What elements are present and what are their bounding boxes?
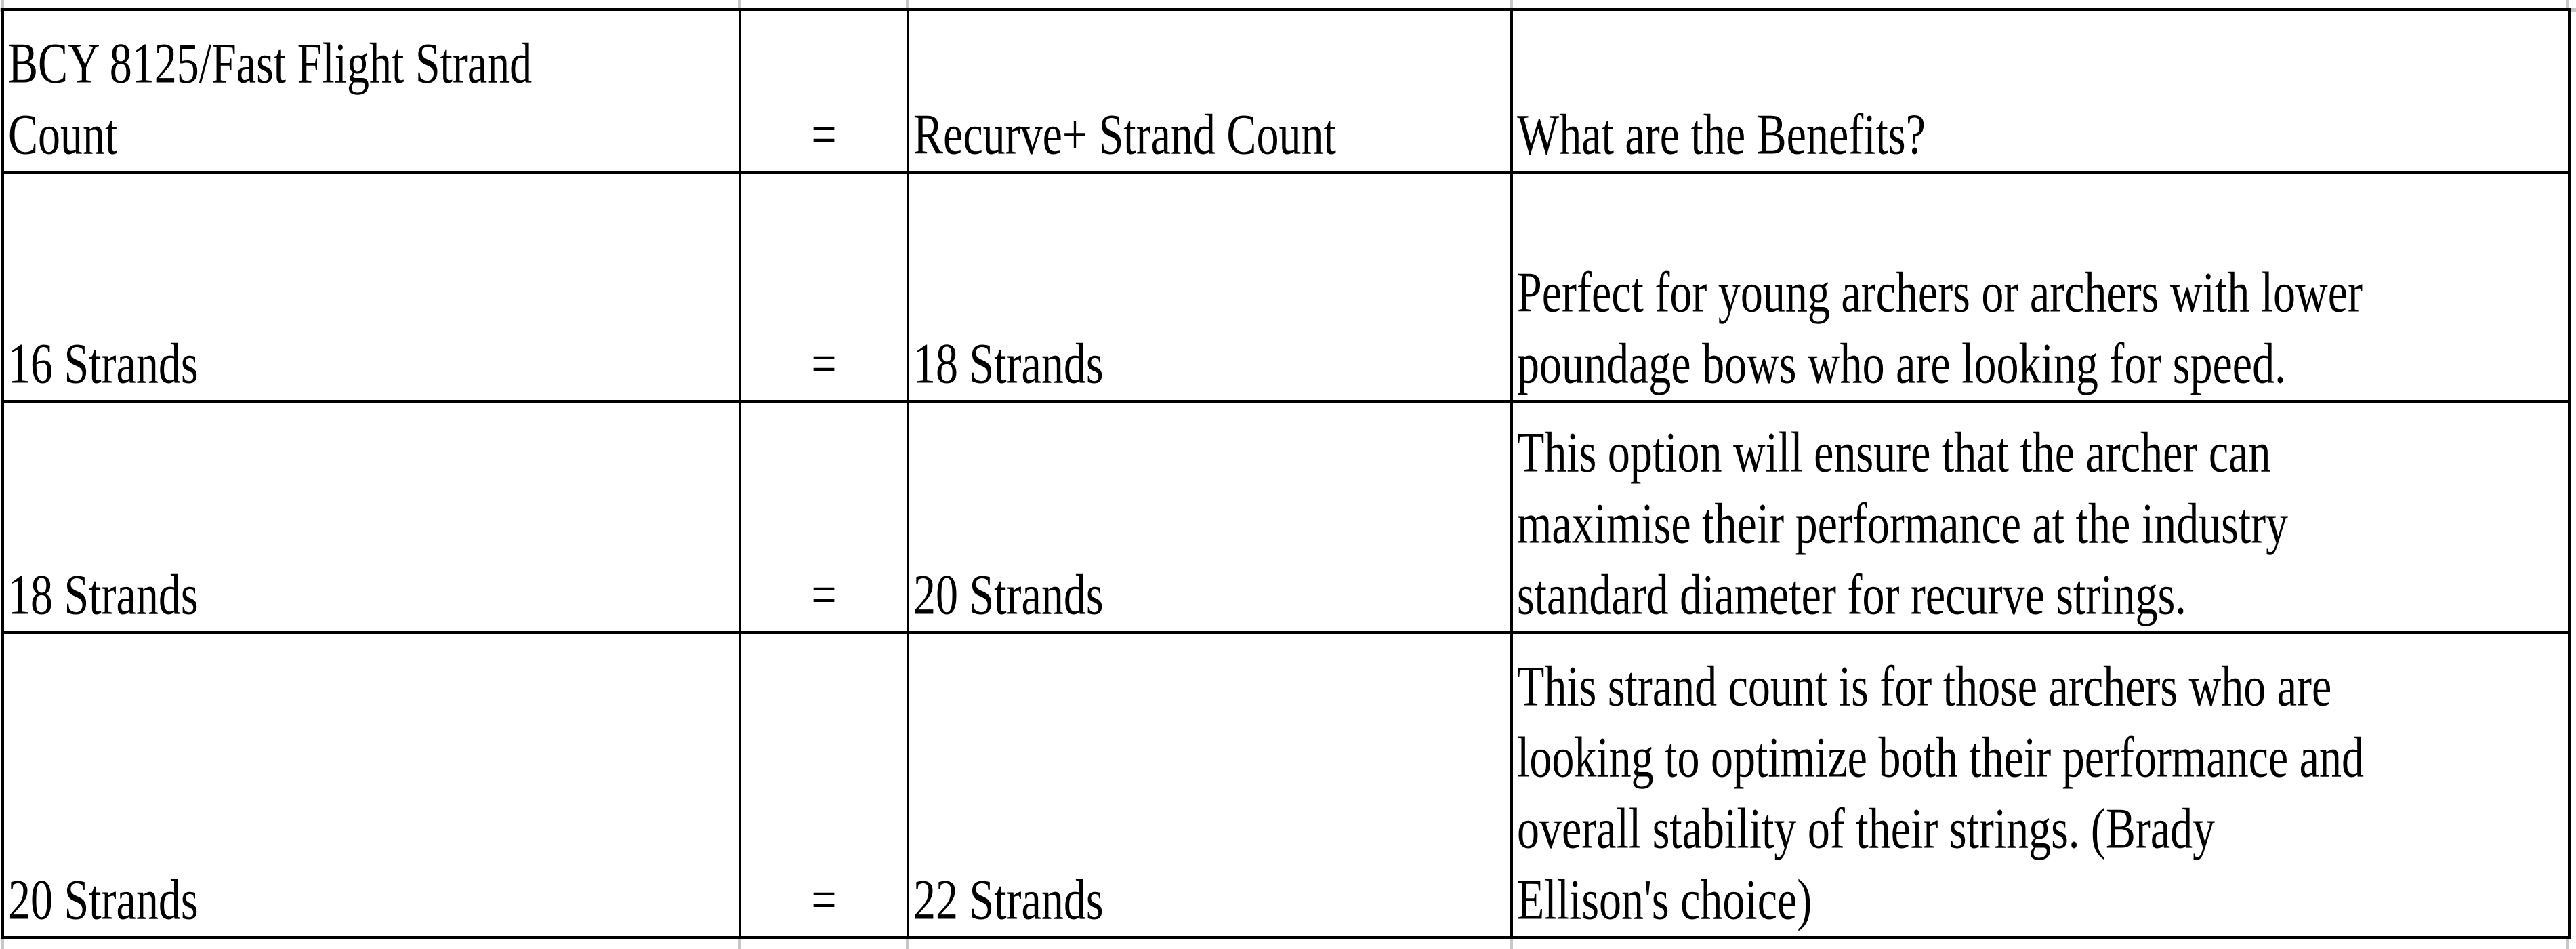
cell-recurve-strand-count-row1[interactable]: 18 Strands xyxy=(909,174,1513,403)
gridline-stub xyxy=(906,0,909,8)
benefits-text: Perfect for young archers or archers wit… xyxy=(1517,261,2363,396)
gridline-stub xyxy=(1,939,4,949)
equals-sign: = xyxy=(811,868,837,932)
cell-equals-row1[interactable]: = xyxy=(741,174,909,403)
header-label-bcy-strand-count: BCY 8125/Fast Flight Strand Count xyxy=(8,32,533,167)
equals-sign: = xyxy=(811,332,837,396)
cell-bcy-strand-count-row1[interactable]: 16 Strands xyxy=(4,174,741,403)
header-cell-bcy-strand-count[interactable]: BCY 8125/Fast Flight Strand Count xyxy=(4,11,741,174)
cell-recurve-strand-count-row3[interactable]: 22 Strands xyxy=(909,634,1513,936)
gridline-stub xyxy=(1510,0,1513,8)
gridline-stub xyxy=(738,939,741,949)
cell-recurve-strand-count-row2[interactable]: 20 Strands xyxy=(909,403,1513,634)
cell-benefits-row3[interactable]: This strand count is for those archers w… xyxy=(1513,634,2568,936)
equals-sign: = xyxy=(811,563,837,627)
gridline-stub xyxy=(0,8,2,12)
recurve-strand-count-value: 22 Strands xyxy=(913,868,1104,932)
gridline-stub xyxy=(1510,939,1513,949)
header-cell-recurve-strand-count[interactable]: Recurve+ Strand Count xyxy=(909,11,1513,174)
cell-equals-row3[interactable]: = xyxy=(741,634,909,936)
cell-equals-row2[interactable]: = xyxy=(741,403,909,634)
header-cell-benefits[interactable]: What are the Benefits? xyxy=(1513,11,2568,174)
cell-benefits-row2[interactable]: This option will ensure that the archer … xyxy=(1513,403,2568,634)
benefits-text: This option will ensure that the archer … xyxy=(1517,421,2289,627)
header-label-benefits: What are the Benefits? xyxy=(1517,103,1926,167)
gridline-stub xyxy=(1,0,4,8)
cell-benefits-row1[interactable]: Perfect for young archers or archers wit… xyxy=(1513,174,2568,403)
gridline-stub xyxy=(2566,0,2569,8)
cell-bcy-strand-count-row3[interactable]: 20 Strands xyxy=(4,634,741,936)
gridline-stub xyxy=(738,0,741,8)
header-label-recurve-strand-count: Recurve+ Strand Count xyxy=(913,103,1336,167)
recurve-strand-count-value: 20 Strands xyxy=(913,563,1104,627)
cell-bcy-strand-count-row2[interactable]: 18 Strands xyxy=(4,403,741,634)
gridline-stub xyxy=(906,939,909,949)
header-label-equals: = xyxy=(811,103,837,167)
header-cell-equals[interactable]: = xyxy=(741,11,909,174)
recurve-strand-count-value: 18 Strands xyxy=(913,332,1104,396)
bcy-strand-count-value: 18 Strands xyxy=(8,563,199,627)
gridline-stub xyxy=(2569,8,2576,12)
bcy-strand-count-value: 16 Strands xyxy=(8,332,199,396)
gridline-stub xyxy=(2566,939,2569,949)
benefits-text: This strand count is for those archers w… xyxy=(1517,655,2364,932)
bcy-strand-count-value: 20 Strands xyxy=(8,868,199,932)
strand-count-table: BCY 8125/Fast Flight Strand Count = Recu… xyxy=(1,8,2571,939)
